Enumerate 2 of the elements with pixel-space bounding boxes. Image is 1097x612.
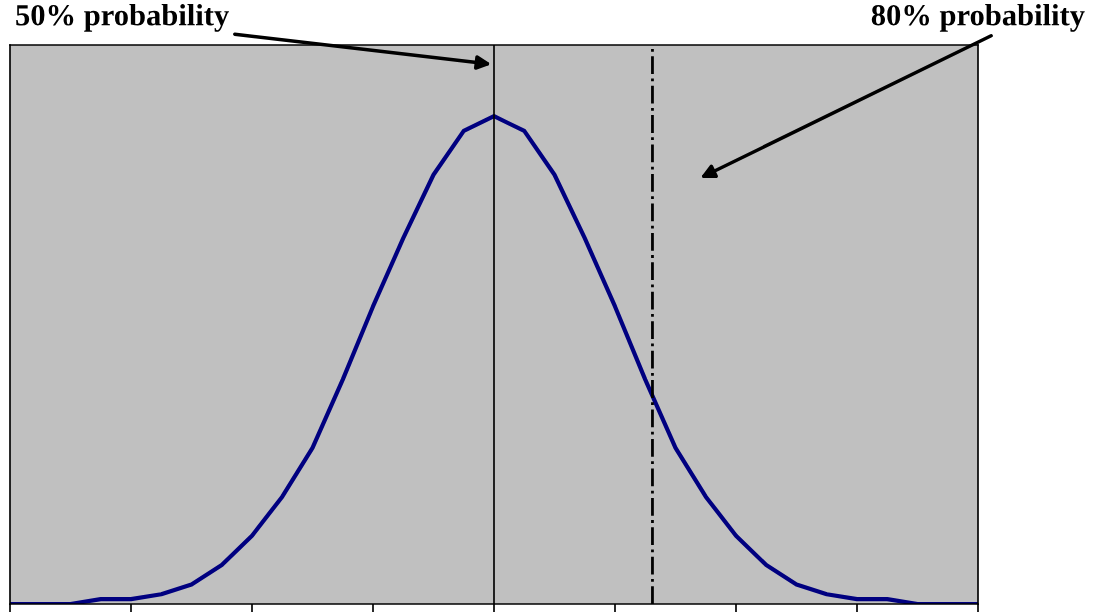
text: 50% probability	[16, 4, 229, 32]
text: 80% probability	[871, 4, 1085, 32]
